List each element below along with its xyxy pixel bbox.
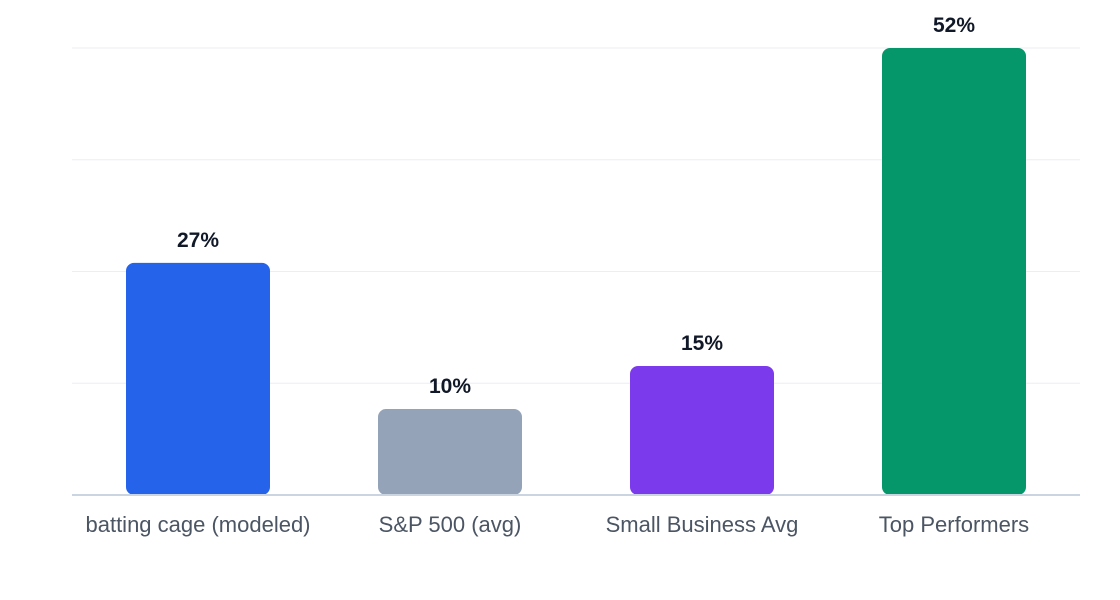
- bar-2: [378, 409, 522, 495]
- value-labels: 27% 10% 15% 52%: [177, 14, 975, 398]
- bar-4: [882, 48, 1026, 495]
- bar-3: [630, 366, 774, 495]
- value-label-4: 52%: [933, 14, 975, 37]
- category-label-3: Small Business Avg: [606, 512, 799, 537]
- value-label-1: 27%: [177, 229, 219, 252]
- category-label-2: S&P 500 (avg): [379, 512, 522, 537]
- bars: [126, 48, 1026, 495]
- bar-1: [126, 262, 270, 495]
- category-label-4: Top Performers: [879, 512, 1029, 537]
- value-label-2: 10%: [429, 375, 471, 398]
- category-labels: batting cage (modeled) S&P 500 (avg) Small…: [85, 512, 1029, 537]
- value-label-3: 15%: [681, 332, 723, 355]
- category-label-1: batting cage (modeled): [85, 512, 310, 537]
